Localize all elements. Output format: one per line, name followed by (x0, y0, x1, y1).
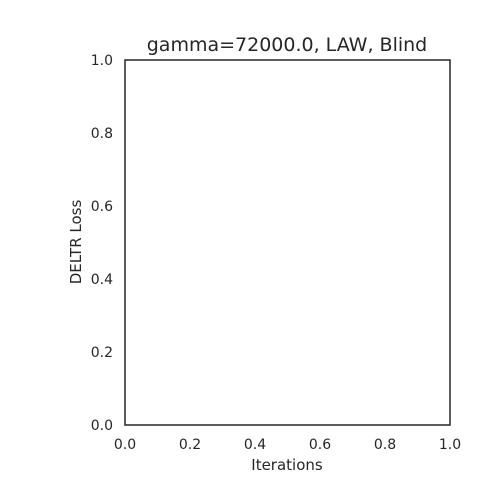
plot-area-frame (124, 59, 451, 426)
x-tick-label: 0.4 (244, 437, 266, 453)
x-axis: 0.0 0.2 0.4 0.6 0.8 1.0 (114, 437, 461, 453)
x-tick-label: 0.6 (309, 437, 331, 453)
x-tick-label: 0.2 (179, 437, 201, 453)
y-axis-label: DELTR Loss (67, 200, 85, 285)
y-tick-label: 0.8 (91, 126, 113, 142)
y-tick-label: 0.0 (91, 418, 113, 434)
y-tick-label: 0.6 (91, 199, 113, 215)
y-tick-label: 0.2 (91, 345, 113, 361)
y-tick-label: 0.4 (91, 272, 113, 288)
y-tick-label: 1.0 (91, 53, 113, 69)
x-tick-label: 1.0 (439, 437, 461, 453)
y-axis: 0.0 0.2 0.4 0.6 0.8 1.0 (91, 53, 113, 434)
x-axis-label: Iterations (251, 456, 323, 474)
x-tick-label: 0.8 (374, 437, 396, 453)
x-tick-label: 0.0 (114, 437, 136, 453)
chart-title: gamma=72000.0, LAW, Blind (147, 34, 427, 56)
